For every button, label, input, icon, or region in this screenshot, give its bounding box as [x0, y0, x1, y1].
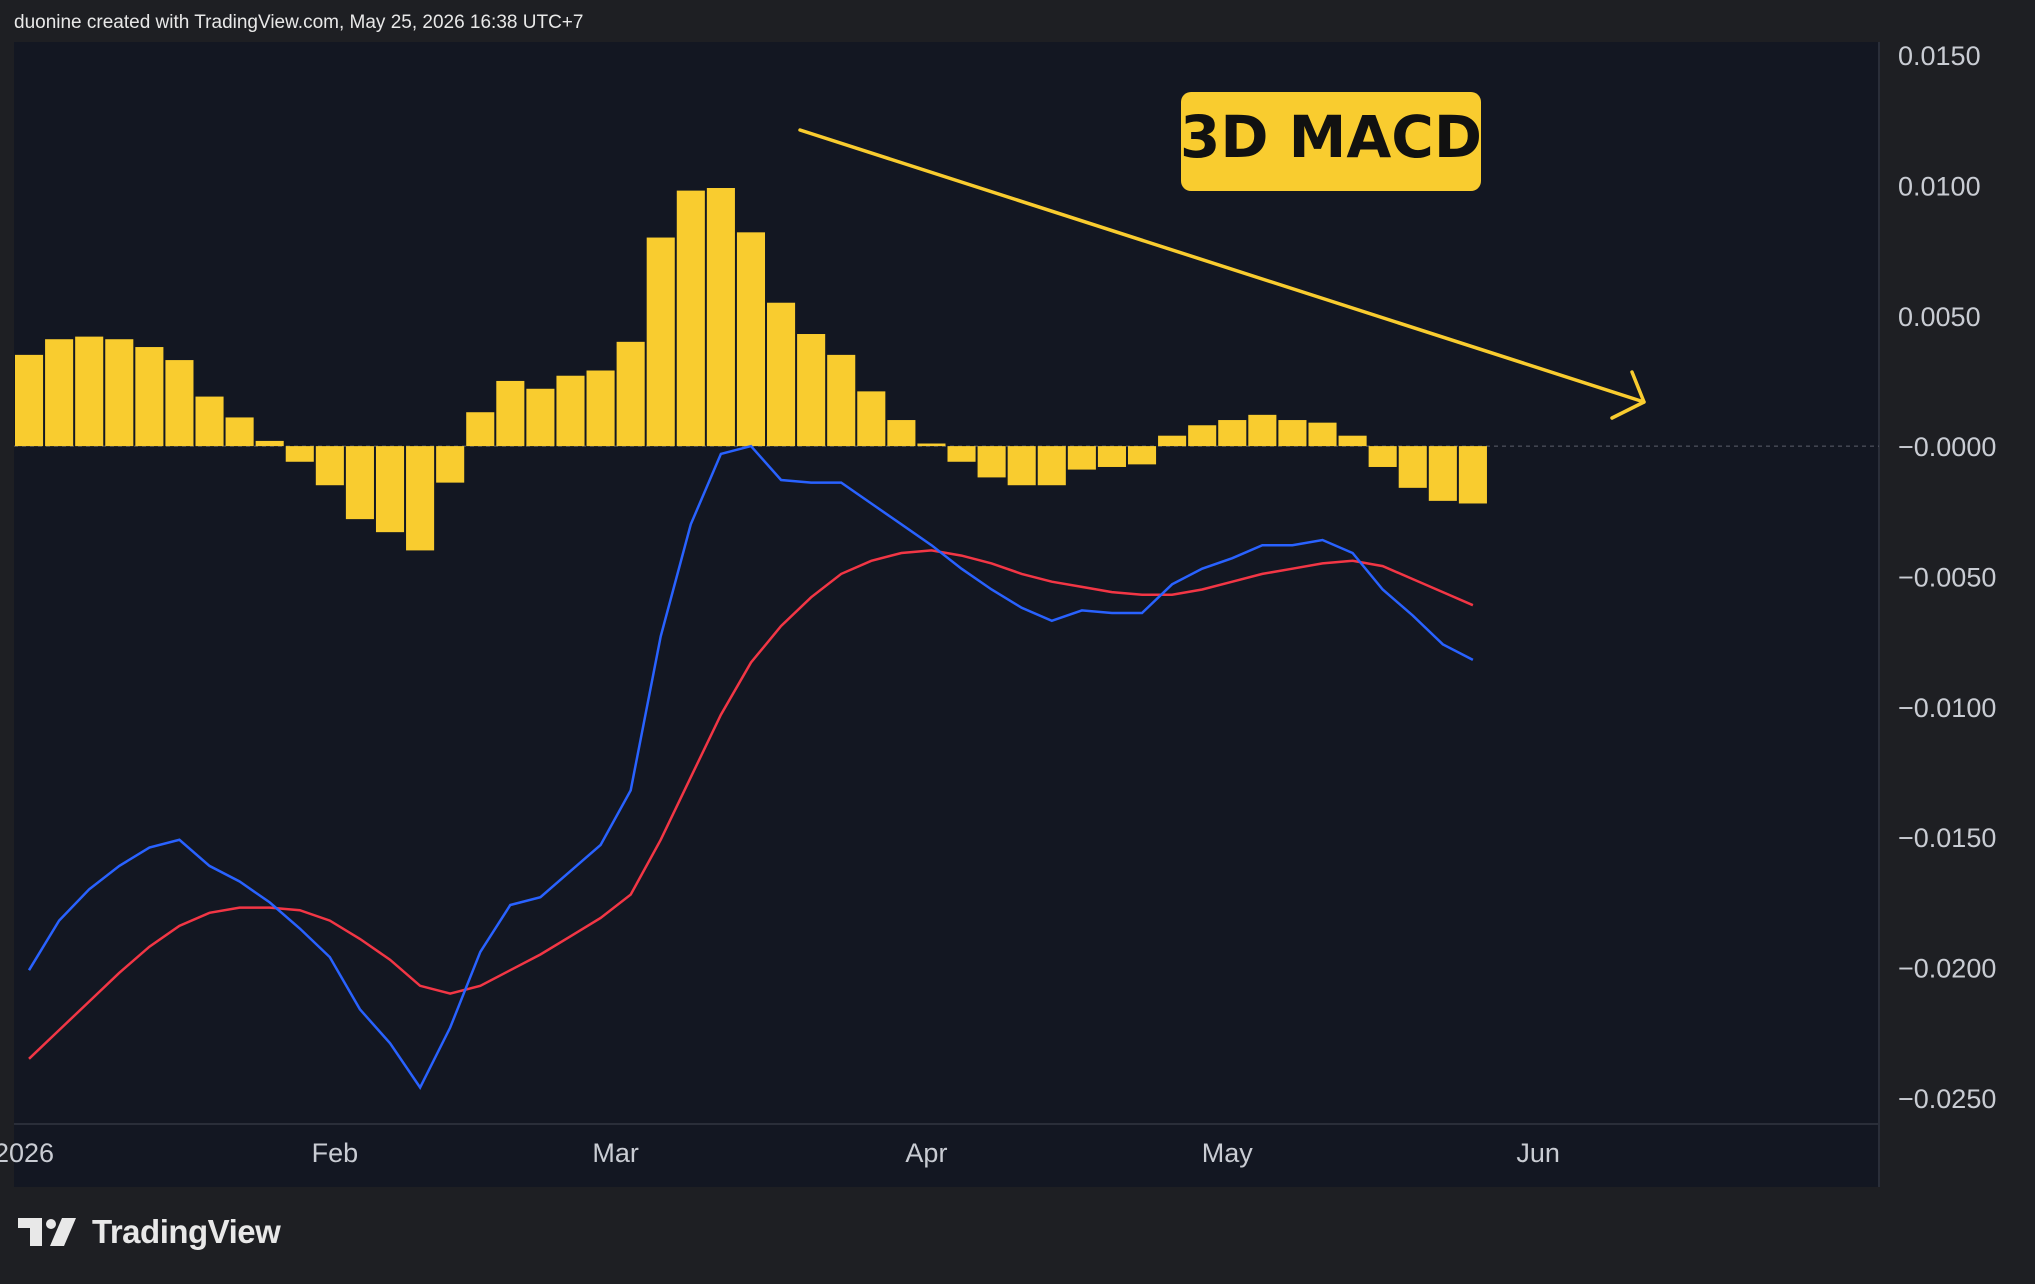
histogram-bar: [676, 190, 705, 447]
histogram-bar: [1428, 446, 1457, 501]
histogram-bar: [646, 237, 675, 447]
histogram-bar: [586, 370, 615, 447]
histogram-bar: [797, 334, 826, 447]
histogram-bar: [15, 354, 44, 447]
attribution-text: duonine created with TradingView.com, Ma…: [14, 12, 584, 33]
signal-line: [28, 549, 1474, 1060]
plot-background: [14, 42, 1879, 1187]
histogram-bar: [1218, 420, 1247, 447]
histogram-bar: [315, 446, 344, 486]
histogram-bar: [375, 446, 405, 533]
y-axis-labels: 0.0150 0.0100 0.0050 −0.0000 −0.0050 −0.0100 −…: [1898, 41, 1996, 1114]
histogram-bar: [887, 420, 916, 447]
histogram-bar: [436, 446, 465, 483]
y-tick-label: 0.0050: [1898, 302, 1981, 332]
histogram-bar: [767, 302, 796, 447]
histogram-bars: [15, 188, 1487, 551]
tradingview-brand[interactable]: TradingView: [18, 1213, 281, 1251]
histogram-bar: [45, 339, 74, 447]
annotation-label: 3D MACD: [1180, 103, 1482, 171]
histogram-bar: [977, 446, 1006, 478]
histogram-bar: [947, 446, 976, 462]
x-tick-label: Mar: [592, 1138, 639, 1168]
histogram-bar: [105, 339, 134, 447]
histogram-bar: [406, 446, 435, 551]
macd-chart[interactable]: 0.0150 0.0100 0.0050 −0.0000 −0.0050 −0.0100 −…: [0, 0, 2035, 1200]
x-tick-label: May: [1202, 1138, 1254, 1168]
histogram-bar: [496, 380, 525, 447]
histogram-bar: [285, 446, 314, 462]
histogram-bar: [75, 336, 104, 447]
x-tick-label: 2026: [0, 1138, 54, 1168]
histogram-bar: [1067, 446, 1096, 470]
histogram-bar: [1188, 425, 1217, 447]
histogram-bar: [526, 388, 555, 447]
histogram-bar: [1308, 422, 1337, 447]
y-tick-label: −0.0000: [1898, 432, 1996, 462]
histogram-bar: [1248, 414, 1277, 447]
histogram-bar: [466, 412, 495, 447]
histogram-bar: [917, 443, 946, 447]
brand-logo-text: TradingView: [92, 1213, 281, 1250]
histogram-bar: [1037, 446, 1066, 486]
x-tick-label: Feb: [312, 1138, 359, 1168]
histogram-bar: [165, 360, 194, 447]
annotation-badge: 3D MACD: [1180, 92, 1482, 191]
histogram-bar: [1158, 435, 1187, 447]
histogram-bar: [616, 341, 645, 447]
x-tick-label: Jun: [1516, 1138, 1560, 1168]
histogram-bar: [1127, 446, 1157, 465]
y-tick-label: 0.0150: [1898, 41, 1981, 71]
histogram-bar: [195, 396, 224, 447]
tradingview-logo-icon: [18, 1218, 76, 1246]
y-tick-label: 0.0100: [1898, 171, 1981, 201]
histogram-bar: [1097, 446, 1126, 467]
histogram-bar: [255, 440, 284, 447]
histogram-bar: [225, 417, 254, 447]
y-tick-label: −0.0200: [1898, 954, 1996, 984]
histogram-bar: [1398, 446, 1427, 488]
histogram-bar: [1368, 446, 1397, 467]
histogram-bar: [736, 232, 766, 447]
y-tick-label: −0.0050: [1898, 562, 1996, 592]
y-tick-label: −0.0100: [1898, 693, 1996, 723]
histogram-bar: [1458, 446, 1487, 504]
histogram-bar: [345, 446, 374, 520]
x-axis-labels: 2026 Feb Mar Apr May Jun: [0, 1138, 1560, 1168]
histogram-bar: [1007, 446, 1036, 486]
histogram-bar: [1338, 435, 1367, 447]
histogram-bar: [827, 354, 856, 447]
histogram-bar: [556, 375, 585, 447]
x-tick-label: Apr: [905, 1138, 947, 1168]
histogram-bar: [706, 188, 735, 447]
y-tick-label: −0.0150: [1898, 823, 1996, 853]
histogram-bar: [135, 347, 164, 447]
y-tick-label: −0.0250: [1898, 1084, 1996, 1114]
histogram-bar: [1278, 420, 1307, 447]
down-trend-arrow-icon: [798, 128, 1646, 420]
macd-line: [27, 444, 1474, 1090]
histogram-bar: [857, 391, 886, 447]
